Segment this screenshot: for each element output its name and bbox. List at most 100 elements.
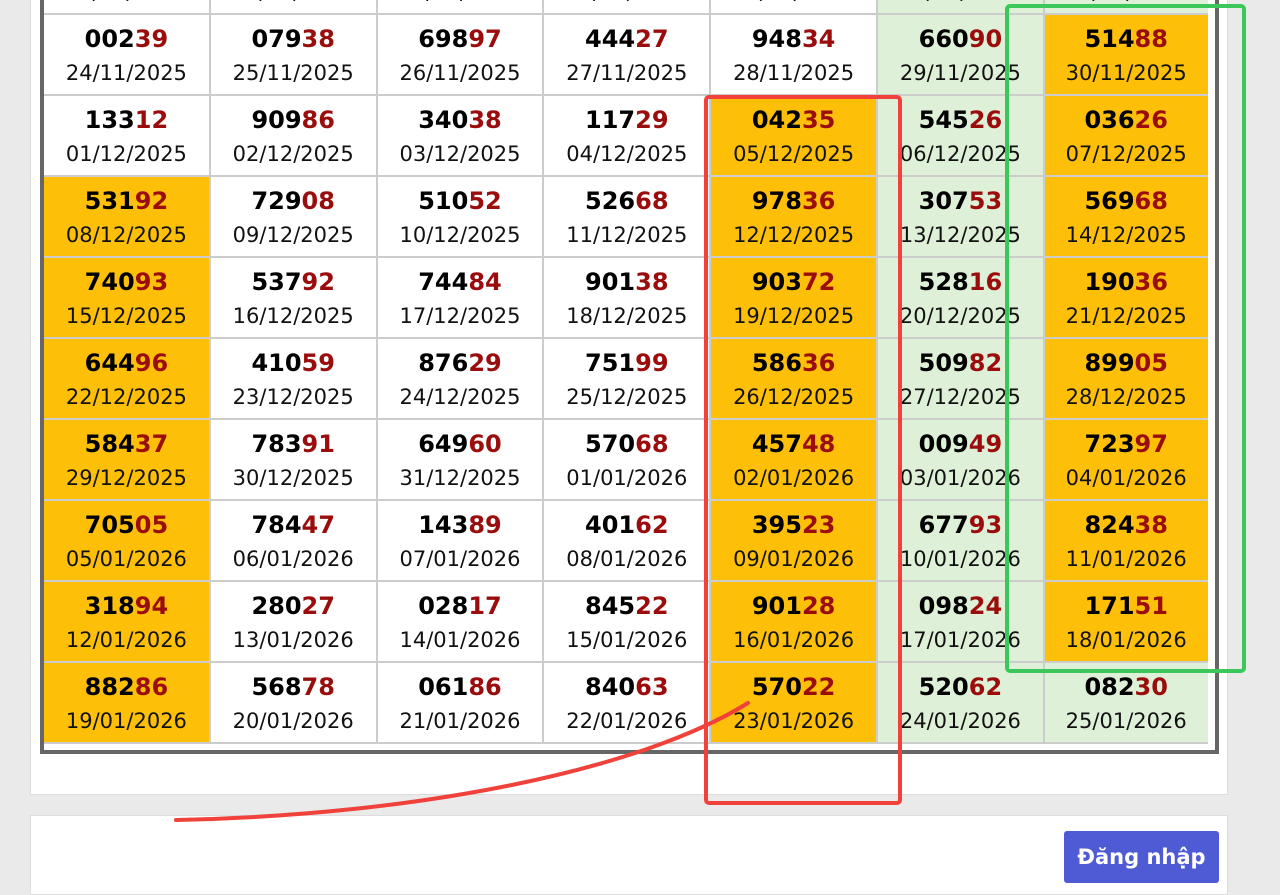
result-cell: 45748 02/01/2026 [711, 420, 878, 501]
result-number: 72397 [1045, 430, 1208, 458]
number-head: 882 [84, 673, 135, 701]
result-cell: 90138 18/12/2025 [544, 258, 712, 339]
result-cell: 51052 10/12/2025 [377, 177, 545, 258]
result-number: 57022 [711, 673, 876, 701]
number-head: 751 [585, 349, 636, 377]
number-tail: 34 [801, 25, 836, 53]
number-head: 537 [251, 268, 302, 296]
number-head: 644 [84, 349, 135, 377]
login-button[interactable]: Đăng nhập [1064, 831, 1219, 883]
result-number: 52816 [878, 268, 1043, 296]
number-tail: 37 [134, 430, 169, 458]
number-tail: 59 [301, 349, 335, 377]
result-number: 53792 [211, 268, 376, 296]
result-number: 57068 [544, 430, 709, 458]
number-tail: 51 [1134, 592, 1168, 620]
number-head: 899 [1084, 349, 1135, 377]
number-head: 784 [251, 511, 302, 539]
number-tail: 90 [968, 25, 1003, 53]
number-tail: 38 [635, 268, 669, 296]
number-tail: 63 [635, 673, 669, 701]
result-number: 30753 [878, 187, 1043, 215]
results-table: 17/11/202518/11/202519/11/202520/11/2025… [40, 0, 1219, 754]
number-head: 028 [418, 592, 469, 620]
result-cell: 89905 28/12/2025 [1044, 339, 1208, 420]
number-head: 410 [251, 349, 302, 377]
result-date: 17/12/2025 [399, 304, 521, 328]
result-number: 84063 [544, 673, 709, 701]
result-number: 74484 [378, 268, 543, 296]
result-date: 18/01/2026 [1065, 628, 1187, 652]
result-date: 22/01/2026 [566, 709, 688, 733]
result-date: 31/12/2025 [399, 466, 521, 490]
result-number: 03626 [1045, 106, 1208, 134]
number-tail: 82 [968, 349, 1003, 377]
number-head: 840 [585, 673, 636, 701]
number-tail: 05 [1134, 349, 1168, 377]
number-tail: 27 [301, 592, 335, 620]
number-tail: 29 [635, 106, 669, 134]
number-head: 401 [585, 511, 636, 539]
result-number: 44427 [544, 25, 709, 53]
result-date: 22/12/2025 [65, 385, 187, 409]
result-date: 20/12/2025 [899, 304, 1021, 328]
number-head: 444 [585, 25, 636, 53]
result-date: 09/01/2026 [733, 547, 855, 571]
result-number: 08230 [1045, 673, 1208, 701]
result-cell: 53792 16/12/2025 [210, 258, 378, 339]
result-date: 03/01/2026 [899, 466, 1021, 490]
result-date: 19/11/2025 [378, 0, 543, 4]
number-tail: 92 [301, 268, 335, 296]
result-date: 08/12/2025 [65, 223, 187, 247]
result-number: 74093 [44, 268, 209, 296]
result-cell: 17/11/2025 [44, 0, 211, 15]
number-head: 510 [418, 187, 469, 215]
result-date: 01/12/2025 [65, 142, 187, 166]
number-tail: 53 [968, 187, 1003, 215]
result-number: 45748 [711, 430, 876, 458]
number-tail: 86 [468, 673, 502, 701]
result-cell: 64960 31/12/2025 [377, 420, 545, 501]
result-number: 56968 [1045, 187, 1208, 215]
number-tail: 94 [134, 592, 169, 620]
number-tail: 68 [635, 187, 669, 215]
result-cell: 20/11/2025 [544, 0, 712, 15]
number-head: 143 [418, 511, 469, 539]
result-date: 26/12/2025 [733, 385, 855, 409]
number-tail: 92 [134, 187, 169, 215]
result-cell: 40162 08/01/2026 [544, 501, 712, 582]
number-tail: 26 [1134, 106, 1168, 134]
number-tail: 17 [468, 592, 502, 620]
result-cell: 03626 07/12/2025 [1044, 96, 1208, 177]
number-head: 677 [918, 511, 969, 539]
result-date: 20/11/2025 [544, 0, 709, 4]
number-tail: 38 [468, 106, 502, 134]
result-date: 12/12/2025 [733, 223, 855, 247]
number-tail: 78 [301, 673, 335, 701]
result-cell: 09824 17/01/2026 [878, 582, 1045, 663]
number-head: 526 [585, 187, 636, 215]
result-number: 04235 [711, 106, 876, 134]
result-date: 19/12/2025 [733, 304, 855, 328]
number-head: 036 [1084, 106, 1135, 134]
result-cell: 00949 03/01/2026 [878, 420, 1045, 501]
result-cell: 53192 08/12/2025 [44, 177, 211, 258]
result-cell: 07938 25/11/2025 [210, 15, 378, 96]
result-cell: 22/11/2025 [878, 0, 1045, 15]
number-head: 545 [918, 106, 969, 134]
number-head: 457 [751, 430, 802, 458]
result-date: 13/12/2025 [899, 223, 1021, 247]
number-head: 698 [418, 25, 469, 53]
result-date: 29/11/2025 [899, 61, 1021, 85]
result-cell: 23/11/2025 [1044, 0, 1208, 15]
number-head: 568 [251, 673, 302, 701]
result-number: 89905 [1045, 349, 1208, 377]
result-number: 90372 [711, 268, 876, 296]
number-tail: 91 [301, 430, 335, 458]
result-number: 75199 [544, 349, 709, 377]
result-number: 07938 [211, 25, 376, 53]
footer-panel [30, 815, 1228, 895]
number-head: 783 [251, 430, 302, 458]
result-date: 03/12/2025 [399, 142, 521, 166]
result-date: 02/12/2025 [232, 142, 354, 166]
